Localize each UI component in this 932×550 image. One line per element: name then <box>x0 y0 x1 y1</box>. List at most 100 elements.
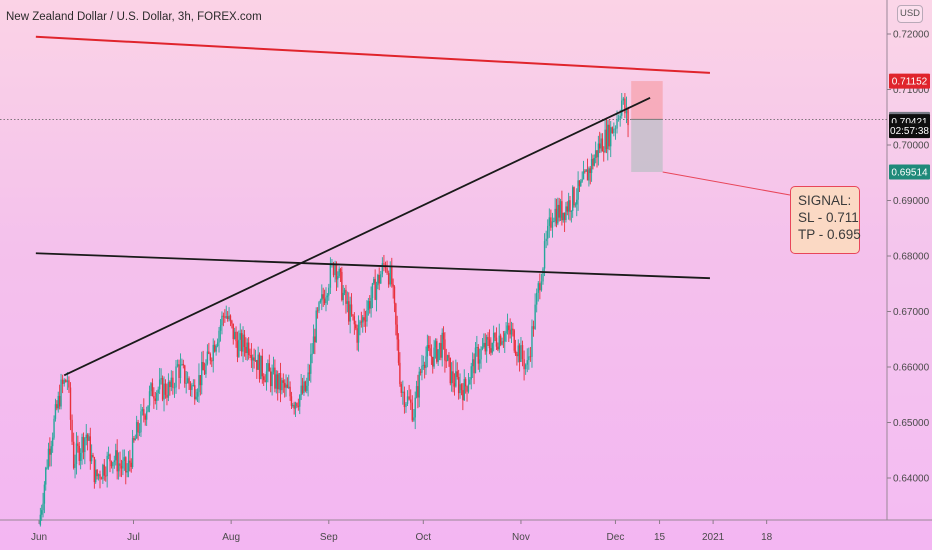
candle-body <box>123 457 126 461</box>
candle-body <box>621 100 623 116</box>
candle-body <box>156 393 158 401</box>
candle-body <box>339 268 342 272</box>
candle-body <box>502 341 505 343</box>
candle-body <box>137 422 139 433</box>
candle-body <box>567 200 570 212</box>
currency-unit-button[interactable]: USD <box>897 5 923 23</box>
candle-body <box>432 356 434 367</box>
candle-body <box>300 385 302 396</box>
candle-body <box>608 124 610 147</box>
price-tag-label: 0.71152 <box>892 77 928 88</box>
candle-body <box>540 281 543 291</box>
candle-body <box>343 289 346 293</box>
y-tick-label: 0.68000 <box>893 252 930 263</box>
x-tick-label: Dec <box>607 532 625 543</box>
candle-body <box>437 349 439 362</box>
candle-body <box>215 346 217 352</box>
candle-body <box>547 225 549 239</box>
candle-body <box>566 206 568 212</box>
price-tag-label: 0.70421 <box>891 117 928 128</box>
candle-body <box>308 372 311 374</box>
candle-body <box>68 380 70 388</box>
candle-body <box>86 434 89 441</box>
y-tick-label: 0.64000 <box>893 474 930 485</box>
x-tick-label: 15 <box>654 532 666 543</box>
candle-body <box>258 354 261 380</box>
candle-body <box>616 119 618 129</box>
candle-body <box>256 360 258 370</box>
candle-body <box>213 344 216 352</box>
candle-body <box>419 371 422 373</box>
candle-body <box>480 348 482 360</box>
candle-body <box>356 328 358 343</box>
candle-body <box>144 415 146 420</box>
candle-body <box>254 360 257 361</box>
candle-body <box>452 371 454 384</box>
candle-body <box>257 354 259 370</box>
candle-body <box>619 115 621 119</box>
candle-body <box>85 434 87 439</box>
candle-body <box>514 350 517 355</box>
candle-body <box>605 129 608 150</box>
candle-body <box>565 206 567 220</box>
candle-body <box>82 436 85 453</box>
candle-body <box>148 391 151 406</box>
candle-body <box>247 342 250 356</box>
candle-body <box>453 383 456 387</box>
candle-body <box>250 355 253 361</box>
candle-body <box>293 405 295 409</box>
candle-body <box>299 395 301 407</box>
candle-body <box>497 346 499 350</box>
candle-body <box>448 355 450 358</box>
candle-body <box>611 127 613 134</box>
price-tag <box>889 164 930 180</box>
candle-body <box>249 355 251 356</box>
candle-body <box>537 283 539 293</box>
candle-body <box>90 454 93 462</box>
x-tick-label: Sep <box>320 532 338 543</box>
candle-body <box>422 364 424 366</box>
candle-body <box>238 339 240 357</box>
candle-body <box>81 436 83 454</box>
candle-body <box>164 383 167 395</box>
candle-body <box>517 345 519 357</box>
candle-body <box>528 356 530 361</box>
candle-body <box>335 264 338 280</box>
candle-body <box>252 357 254 361</box>
candle-body <box>102 464 104 480</box>
candle-body <box>265 371 268 383</box>
candle-body <box>222 315 225 317</box>
candle-body <box>444 339 446 361</box>
candle-body <box>570 210 573 212</box>
candle-body <box>153 396 155 399</box>
candle-body <box>551 221 554 228</box>
candle-body <box>303 381 305 393</box>
candle-body <box>196 392 199 397</box>
candle-body <box>199 375 202 386</box>
candle-body <box>436 341 438 362</box>
candle-body <box>219 325 222 331</box>
candle-body <box>572 187 574 211</box>
candle-body <box>140 411 142 433</box>
candle-body <box>279 373 282 391</box>
candle-body <box>442 332 445 340</box>
candle-body <box>96 469 98 477</box>
candle-body <box>555 208 558 224</box>
candle-body <box>131 438 134 467</box>
candle-body <box>208 351 210 354</box>
candle-body <box>371 283 374 298</box>
candle-body <box>366 310 368 322</box>
candle-body <box>357 324 360 343</box>
candle-body <box>428 345 430 349</box>
candle-body <box>175 366 177 388</box>
y-tick-label: 0.66000 <box>893 363 930 374</box>
candle-body <box>218 330 220 343</box>
candle-body <box>373 279 375 284</box>
candle-body <box>198 375 200 393</box>
candle-body <box>319 300 322 303</box>
candle-body <box>471 359 474 367</box>
x-tick-label: Oct <box>416 532 432 543</box>
trend-line-rising <box>63 97 651 377</box>
